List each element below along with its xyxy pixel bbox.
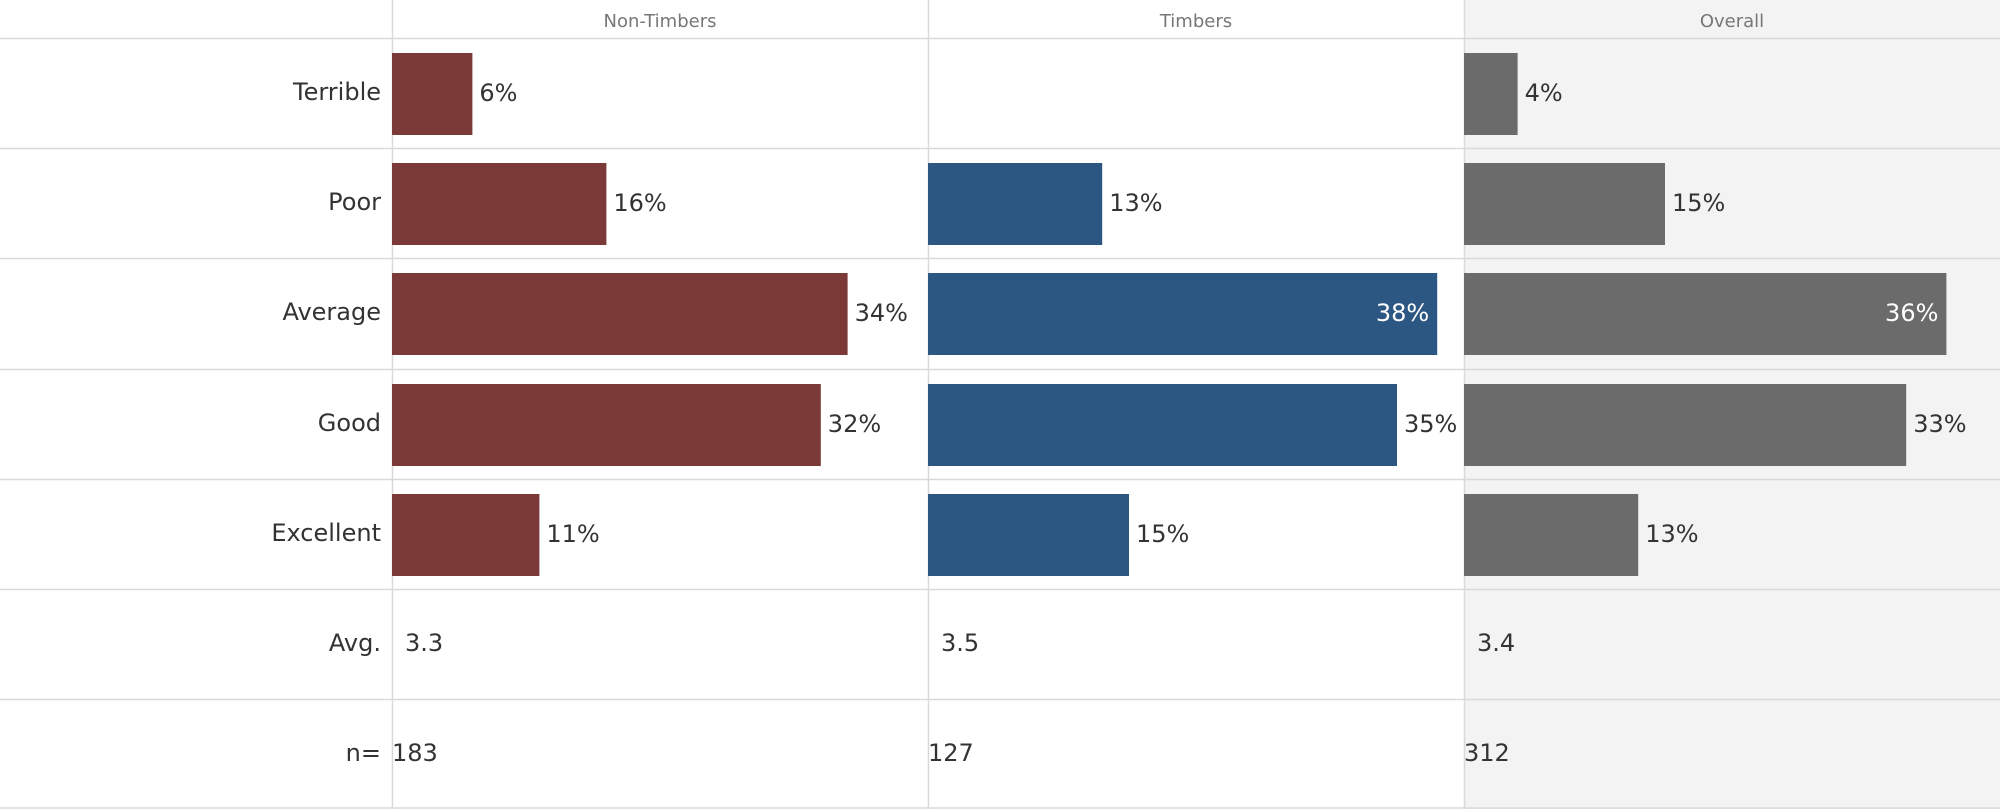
bar <box>1464 163 1665 245</box>
category-label: Excellent <box>271 519 381 547</box>
data-label: 32% <box>828 410 881 438</box>
column-header: Overall <box>1700 11 1764 32</box>
bar <box>392 384 821 466</box>
row-labels: Terrible Poor Average Good Excellent Avg. n= <box>271 78 381 767</box>
category-label: Good <box>318 409 381 437</box>
bar <box>928 384 1397 466</box>
summary-stats: 3.3 3.5 3.4 183 127 312 <box>392 629 1515 767</box>
count-value: 183 <box>392 739 438 767</box>
category-label: Terrible <box>292 78 381 106</box>
bar <box>928 163 1103 245</box>
column-header: Timbers <box>1159 11 1232 32</box>
data-label: 34% <box>855 299 908 327</box>
data-label: 15% <box>1672 189 1725 217</box>
bar <box>392 53 473 135</box>
bar <box>392 163 607 245</box>
average-value: 3.4 <box>1477 629 1515 657</box>
average-value: 3.5 <box>941 629 979 657</box>
bar <box>392 273 848 355</box>
data-label: 38% <box>1376 299 1429 327</box>
bar <box>1464 273 1947 355</box>
data-label: 6% <box>479 79 517 107</box>
column-headers: Non-Timbers Timbers Overall <box>604 11 1765 32</box>
data-label: 13% <box>1109 189 1162 217</box>
category-label: Poor <box>328 188 381 216</box>
data-label: 16% <box>613 189 666 217</box>
data-label: 4% <box>1525 79 1563 107</box>
data-label: 13% <box>1645 520 1698 548</box>
column-header: Non-Timbers <box>604 11 717 32</box>
bar <box>928 273 1438 355</box>
bar <box>1464 384 1907 466</box>
bar <box>392 494 540 576</box>
data-label: 11% <box>546 520 599 548</box>
data-label: 15% <box>1136 520 1189 548</box>
bars: 6% 16% 34% 32% 11% 13% 38% 35% 15% 4% 15% 36% 33% 13% <box>392 53 1967 576</box>
summary-row-label: Avg. <box>329 629 381 657</box>
data-label: 36% <box>1885 299 1938 327</box>
data-label: 35% <box>1404 410 1457 438</box>
category-label: Average <box>282 298 381 326</box>
data-label: 33% <box>1913 410 1966 438</box>
summary-row-label: n= <box>346 739 381 767</box>
bar <box>1464 53 1518 135</box>
bar <box>928 494 1129 576</box>
count-value: 127 <box>928 739 974 767</box>
bar <box>1464 494 1639 576</box>
average-value: 3.3 <box>405 629 443 657</box>
count-value: 312 <box>1464 739 1510 767</box>
